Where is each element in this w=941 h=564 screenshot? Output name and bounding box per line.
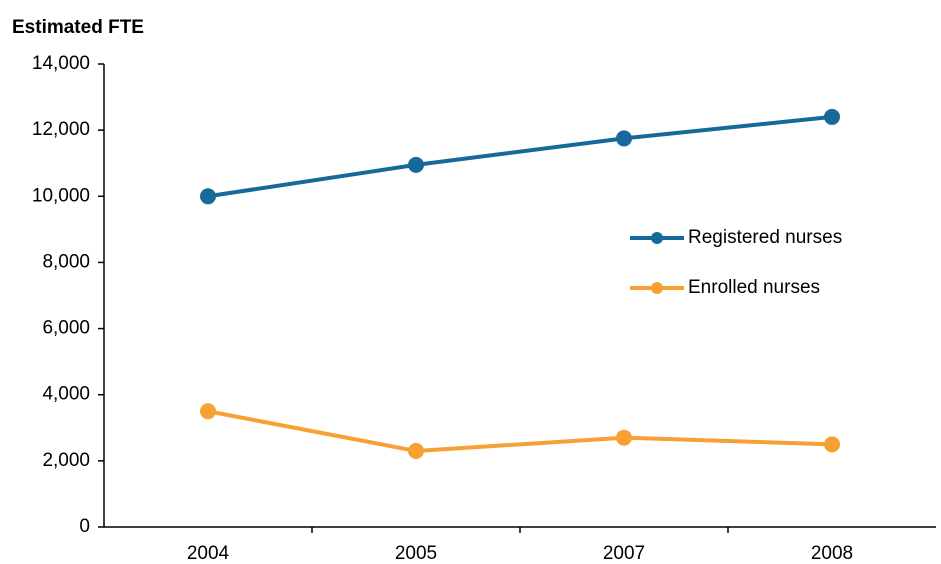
x-tick-label: 2004 xyxy=(187,543,230,564)
legend-label: Registered nurses xyxy=(688,227,842,248)
y-tick-label: 12,000 xyxy=(32,119,90,140)
series-line xyxy=(207,409,833,453)
y-tick-label: 0 xyxy=(79,516,90,537)
legend-marker xyxy=(651,282,663,294)
data-point xyxy=(408,442,424,459)
y-tick-label: 14,000 xyxy=(32,53,90,74)
legend-marker xyxy=(651,232,663,244)
data-point xyxy=(824,108,840,125)
legend-label: Enrolled nurses xyxy=(688,277,820,298)
data-point xyxy=(616,130,632,147)
data-point xyxy=(200,188,216,205)
x-tick-label: 2008 xyxy=(811,543,853,564)
data-point xyxy=(200,403,216,420)
y-tick-label: 8,000 xyxy=(42,251,90,272)
series-line xyxy=(207,114,833,199)
data-point xyxy=(824,436,840,453)
data-point xyxy=(408,156,424,173)
y-tick-label: 2,000 xyxy=(42,450,90,471)
y-tick-label: 6,000 xyxy=(42,318,90,339)
x-tick-label: 2005 xyxy=(395,543,437,564)
data-point xyxy=(616,429,632,446)
x-tick-label: 2007 xyxy=(603,543,645,564)
y-tick-label: 4,000 xyxy=(42,384,90,405)
y-axis-title: Estimated FTE xyxy=(12,17,144,38)
y-tick-label: 10,000 xyxy=(32,185,90,206)
